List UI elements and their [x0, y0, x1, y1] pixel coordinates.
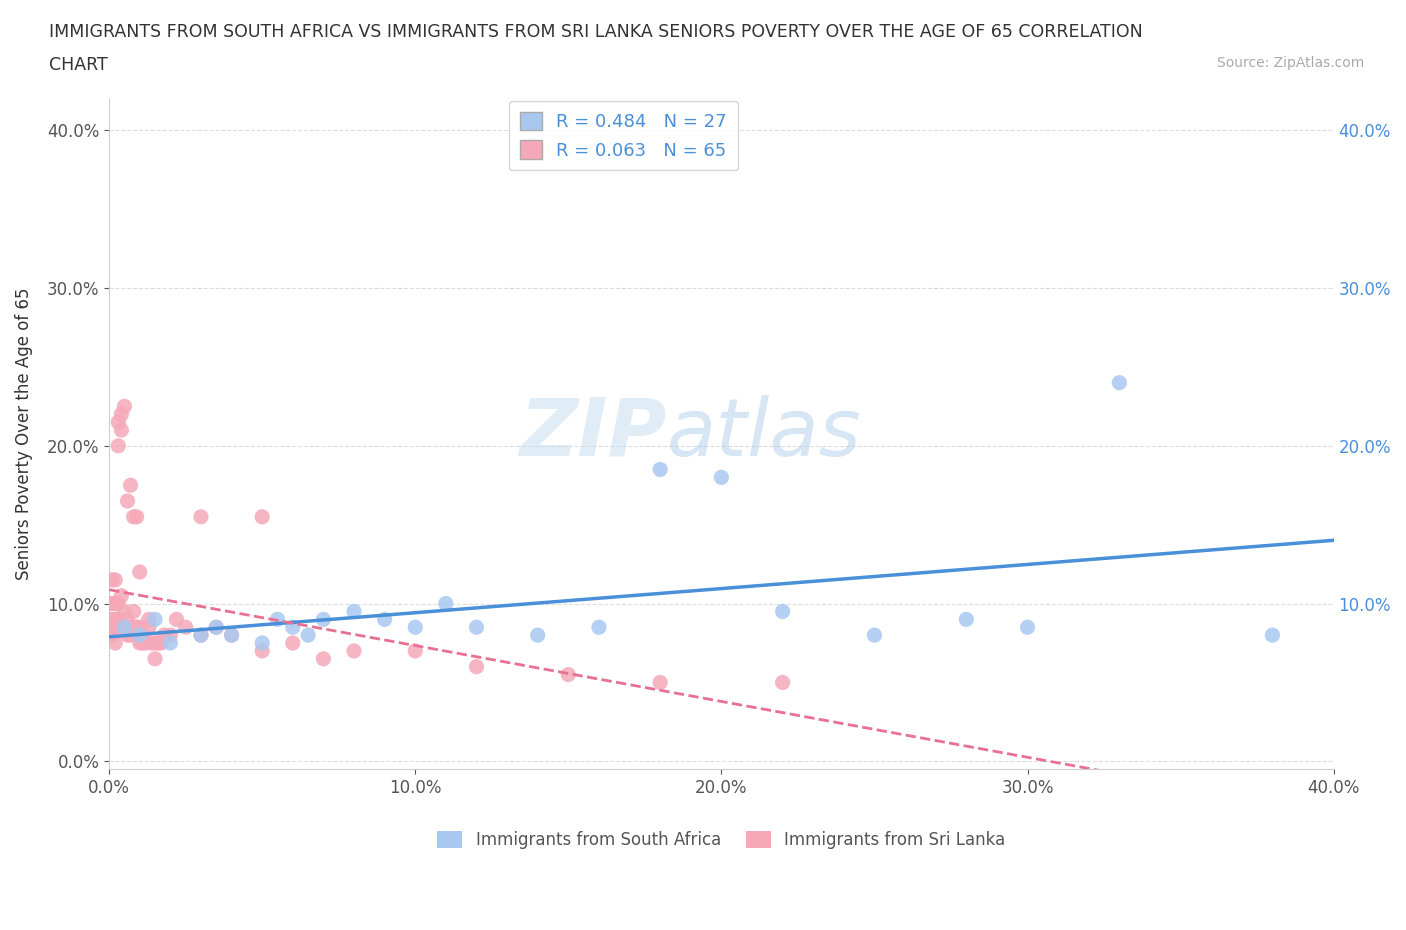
Point [128, 619, 150, 634]
Point [404, 644, 426, 658]
Point [557, 667, 579, 682]
Point [122, 619, 145, 634]
Point [297, 628, 319, 643]
Point [112, 619, 135, 634]
Text: IMMIGRANTS FROM SOUTH AFRICA VS IMMIGRANTS FROM SRI LANKA SENIORS POVERTY OVER T: IMMIGRANTS FROM SOUTH AFRICA VS IMMIGRAN… [49, 23, 1143, 41]
Point [125, 510, 148, 525]
Y-axis label: Seniors Poverty Over the Age of 65: Seniors Poverty Over the Age of 65 [15, 287, 32, 580]
Point [955, 612, 977, 627]
Point [132, 628, 155, 643]
Point [221, 628, 243, 643]
Point [312, 612, 335, 627]
Point [132, 635, 155, 650]
Point [159, 628, 181, 643]
Point [863, 628, 886, 643]
Point [343, 644, 366, 658]
Point [1108, 375, 1130, 390]
Point [104, 635, 127, 650]
Point [98, 628, 121, 643]
Point [128, 635, 150, 650]
Point [159, 635, 181, 650]
Point [146, 635, 169, 650]
Text: CHART: CHART [49, 56, 108, 73]
Point [650, 675, 672, 690]
Point [143, 635, 166, 650]
Point [122, 604, 145, 618]
Point [104, 612, 127, 627]
Point [98, 596, 121, 611]
Point [107, 612, 129, 627]
Point [107, 596, 129, 611]
Point [312, 651, 335, 666]
Point [526, 628, 548, 643]
Point [110, 406, 132, 421]
Point [221, 628, 243, 643]
Point [128, 628, 150, 643]
Point [465, 659, 488, 674]
Point [110, 589, 132, 604]
Point [117, 494, 139, 509]
Point [190, 628, 212, 643]
Point [153, 628, 176, 643]
Point [250, 510, 273, 525]
Point [143, 651, 166, 666]
Point [343, 604, 366, 618]
Point [205, 619, 228, 634]
Point [266, 612, 288, 627]
Point [117, 628, 139, 643]
Point [101, 619, 124, 634]
Text: Source: ZipAtlas.com: Source: ZipAtlas.com [1216, 56, 1364, 70]
Point [150, 635, 173, 650]
Point [772, 675, 794, 690]
Point [1261, 628, 1284, 643]
Point [112, 604, 135, 618]
Point [101, 628, 124, 643]
Point [374, 612, 396, 627]
Point [101, 612, 124, 627]
Point [1017, 619, 1039, 634]
Point [104, 596, 127, 611]
Point [138, 612, 160, 627]
Point [281, 619, 304, 634]
Point [404, 619, 426, 634]
Point [128, 565, 150, 579]
Point [465, 619, 488, 634]
Point [588, 619, 610, 634]
Point [107, 619, 129, 634]
Point [110, 422, 132, 437]
Point [772, 604, 794, 618]
Point [250, 635, 273, 650]
Point [138, 619, 160, 634]
Point [190, 510, 212, 525]
Point [104, 573, 127, 588]
Point [710, 470, 733, 485]
Legend: Immigrants from South Africa, Immigrants from Sri Lanka: Immigrants from South Africa, Immigrants… [430, 825, 1012, 856]
Point [143, 612, 166, 627]
Text: ZIP: ZIP [519, 395, 666, 473]
Point [120, 628, 142, 643]
Point [650, 462, 672, 477]
Point [98, 612, 121, 627]
Point [107, 415, 129, 430]
Point [117, 612, 139, 627]
Point [250, 644, 273, 658]
Point [205, 619, 228, 634]
Point [434, 596, 457, 611]
Point [101, 573, 124, 588]
Point [141, 635, 163, 650]
Point [190, 628, 212, 643]
Point [120, 478, 142, 493]
Point [122, 510, 145, 525]
Point [112, 399, 135, 414]
Point [112, 619, 135, 634]
Text: atlas: atlas [666, 395, 860, 473]
Point [174, 619, 197, 634]
Point [125, 619, 148, 634]
Point [135, 635, 157, 650]
Point [107, 438, 129, 453]
Point [281, 635, 304, 650]
Point [166, 612, 188, 627]
Point [101, 596, 124, 611]
Point [110, 619, 132, 634]
